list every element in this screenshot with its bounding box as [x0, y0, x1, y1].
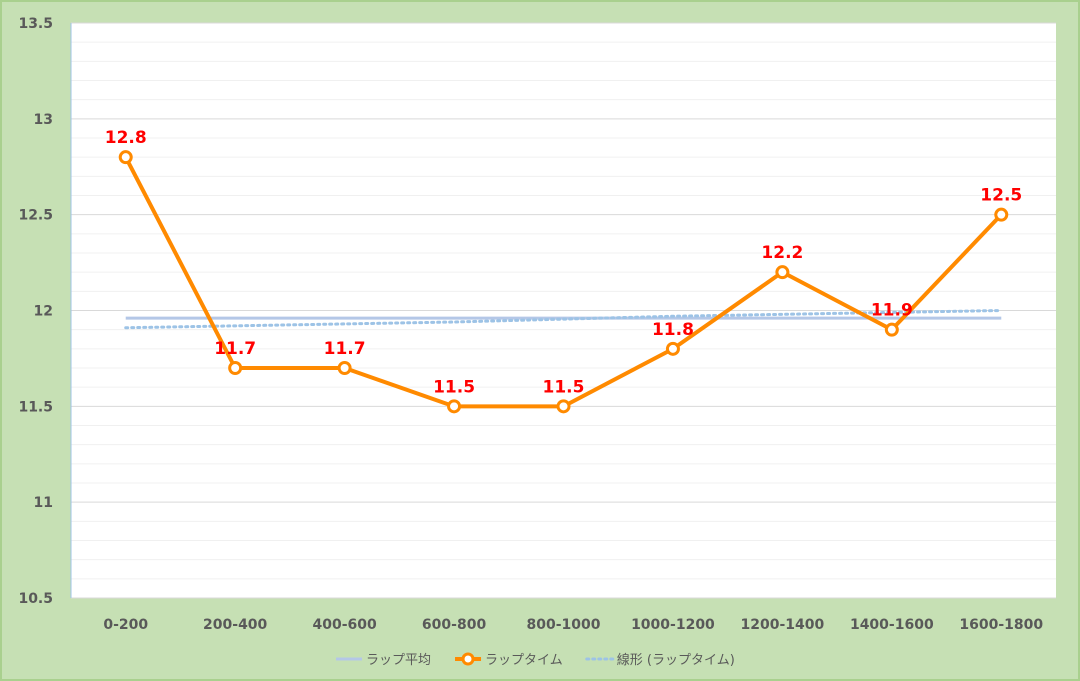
data-label: 12.2 [761, 243, 803, 263]
major-gridlines [71, 22, 1056, 599]
x-tick-label: 1400-1600 [850, 617, 934, 633]
lap-time-point [775, 265, 790, 280]
x-tick-label: 1200-1400 [741, 617, 825, 633]
x-tick-label: 1600-1800 [959, 617, 1043, 633]
legend: ラップ平均 ラップタイム 線形 (ラップタイム) [336, 652, 735, 668]
lap-time-point [665, 341, 680, 356]
x-tick-labels: 0-200 200-400 400-600 600-800 800-1000 1000-1… [103, 617, 1043, 633]
lap-time-point [337, 361, 352, 375]
legend-label: ラップ平均 [366, 653, 431, 668]
y-tick-labels: 10.5 11 11.5 12 12.5 13 13.5 [18, 16, 53, 607]
data-label: 11.8 [652, 320, 694, 340]
data-labels: 12.8 11.7 11.7 11.5 11.5 11.8 12.2 11.9 12.5 [105, 128, 1023, 397]
y-tick-label: 12 [34, 304, 53, 320]
y-tick-label: 13.5 [18, 16, 53, 32]
data-label: 12.8 [105, 128, 147, 148]
lap-time-line [123, 156, 1003, 409]
x-tick-label: 800-1000 [527, 617, 601, 633]
legend-item: ラップタイム [455, 652, 563, 668]
y-tick-label: 13 [34, 112, 53, 128]
data-label: 11.5 [433, 377, 475, 397]
x-tick-label: 200-400 [203, 617, 268, 633]
lap-time-point [884, 322, 899, 337]
x-tick-label: 400-600 [312, 617, 377, 633]
minor-gridlines [71, 41, 1056, 580]
y-tick-label: 10.5 [18, 591, 53, 607]
legend-marker [461, 652, 475, 666]
trendline [124, 309, 1003, 330]
data-label: 11.7 [324, 339, 366, 359]
series-layer [118, 150, 1009, 414]
legend-label: 線形 (ラップタイム) [617, 652, 735, 668]
lap-time-point [118, 150, 133, 165]
x-tick-label: 600-800 [422, 617, 487, 633]
legend-item: ラップ平均 [336, 653, 431, 668]
y-tick-label: 11.5 [18, 399, 53, 415]
legend-item: 線形 (ラップタイム) [585, 652, 735, 668]
x-tick-label: 1000-1200 [631, 617, 715, 633]
data-label: 11.9 [871, 301, 913, 321]
legend-label: ラップタイム [485, 653, 563, 668]
lap-time-point [228, 361, 243, 375]
data-label: 11.5 [543, 377, 585, 397]
data-label: 11.7 [214, 339, 256, 359]
y-tick-label: 11 [34, 495, 53, 511]
lap-time-point [994, 207, 1009, 222]
x-tick-label: 0-200 [103, 617, 148, 633]
lap-time-point [556, 399, 571, 414]
data-label: 12.5 [980, 186, 1022, 206]
y-tick-label: 12.5 [18, 208, 53, 224]
lap-time-point [447, 399, 462, 414]
